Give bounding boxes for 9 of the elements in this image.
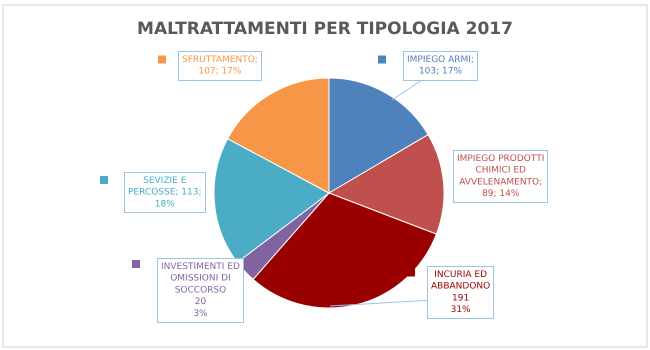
- chart-title: MALTRATTAMENTI PER TIPOLOGIA 2017: [137, 18, 513, 39]
- data-label: 20 3%: [193, 297, 208, 319]
- legend-label: IMPIEGO ARMI; 103; 17%: [407, 55, 474, 77]
- data-label: 191 31%: [450, 293, 472, 316]
- legend-label: IMPIEGO PRODOTTI CHIMICI ED AVVELENAMENTO; 89; 14%: [457, 154, 544, 200]
- slice-label: SEVIZIE E PERCOSSE; 113; 18%: [128, 176, 202, 210]
- legend-label: INCURIA ED ABBANDONO: [431, 270, 490, 292]
- legend-label: INVESTIMENTI ED OMISSIONI DI SOCCORSO: [161, 262, 240, 296]
- legend-label: SFRUTTAMENTO; 107; 17%: [182, 55, 258, 77]
